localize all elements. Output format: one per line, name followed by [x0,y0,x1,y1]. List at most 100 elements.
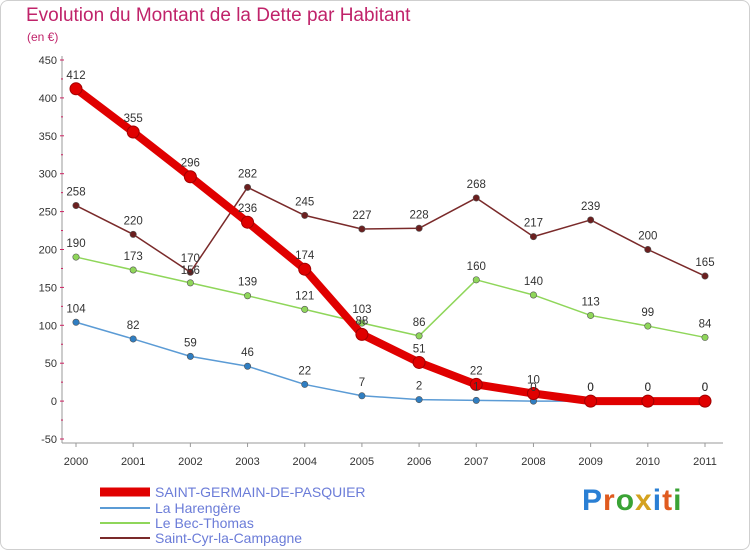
data-label: 174 [295,250,315,262]
y-tick-label: 350 [39,131,57,143]
data-label: 296 [181,158,200,170]
x-tick-label: 2006 [407,456,431,468]
data-label: 165 [695,257,714,269]
data-point [241,215,255,229]
data-point [472,396,480,404]
x-tick-label: 2000 [64,456,88,468]
data-point [644,246,652,254]
data-point [701,333,709,341]
data-label: 51 [413,343,426,355]
data-label: 0 [645,382,651,394]
data-point [355,327,369,341]
y-tick-label: 250 [39,207,57,219]
data-label: 217 [524,218,543,230]
data-label: 245 [295,196,314,208]
data-label: 103 [352,304,371,316]
data-label: 104 [66,303,86,315]
data-point [186,268,194,276]
data-label: 220 [124,215,143,227]
x-tick-label: 2007 [464,456,488,468]
data-label: 160 [467,261,486,273]
data-label: 88 [356,315,369,327]
data-point [529,233,537,241]
y-tick-label: 200 [39,245,57,257]
data-label: 113 [581,296,599,308]
data-point [472,194,480,202]
proxiti-logo: Proxiti [582,484,683,517]
data-label: 173 [124,251,143,263]
data-label: 0 [702,382,708,394]
data-point [244,362,252,370]
data-point [415,396,423,404]
data-point [126,125,140,139]
x-tick-label: 2003 [235,456,259,468]
data-label: 355 [124,113,143,125]
data-point [644,322,652,330]
x-tick-label: 2010 [636,456,660,468]
data-label: 412 [66,70,85,82]
data-point [358,319,366,327]
y-tick-label: 450 [39,55,57,67]
data-label: 0 [702,382,708,394]
data-point [584,394,598,408]
data-point [244,183,252,191]
data-label: 268 [467,179,486,191]
data-label: 228 [409,209,428,221]
data-point [298,262,312,276]
data-label: 22 [298,365,311,377]
data-point [415,332,423,340]
data-point [301,305,309,313]
data-point [587,311,595,319]
data-point [587,216,595,224]
y-tick-label: 150 [39,282,57,294]
data-label: 170 [181,253,200,265]
series-line [75,256,706,339]
data-point [69,82,83,96]
data-point [129,230,137,238]
y-tick-label: 50 [45,358,57,370]
data-label: 156 [181,265,200,277]
data-point [72,253,80,261]
data-label: 0 [530,382,536,394]
data-label: 0 [587,382,593,394]
data-point [701,272,709,280]
y-tick-label: 300 [39,169,57,181]
x-tick-label: 2004 [292,456,316,468]
y-tick-label: 100 [39,320,57,332]
unit-label: (en €) [27,30,59,44]
data-label: 190 [66,238,85,250]
x-tick-label: 2008 [521,456,545,468]
y-tick-label: 0 [51,396,57,408]
x-tick-label: 2002 [178,456,202,468]
data-point [72,202,80,210]
data-point [698,394,712,408]
data-label: 239 [581,201,600,213]
data-point [244,292,252,300]
data-label: 86 [413,317,426,329]
legend-entry: Saint-Cyr-la-Campagne [155,530,302,546]
chart-title: Evolution du Montant de la Dette par Hab… [26,5,411,26]
data-label: 0 [587,382,593,394]
data-point [415,224,423,232]
data-point [472,276,480,284]
data-label: 1 [473,381,479,393]
data-label: 46 [241,347,254,359]
data-label: 7 [359,377,365,389]
x-tick-label: 2001 [121,456,145,468]
data-label: 99 [641,307,654,319]
data-label: 140 [524,276,543,288]
data-point [301,211,309,219]
data-point [129,335,137,343]
data-point [529,291,537,299]
series-line [75,321,706,402]
y-tick-label: -50 [41,434,57,446]
data-label: 10 [527,375,540,387]
series-line [75,186,706,277]
data-label: 59 [184,337,197,349]
data-point [526,387,540,401]
data-label: 22 [470,365,483,377]
data-point [186,352,194,360]
legend-entry: La Harengère [155,500,241,516]
